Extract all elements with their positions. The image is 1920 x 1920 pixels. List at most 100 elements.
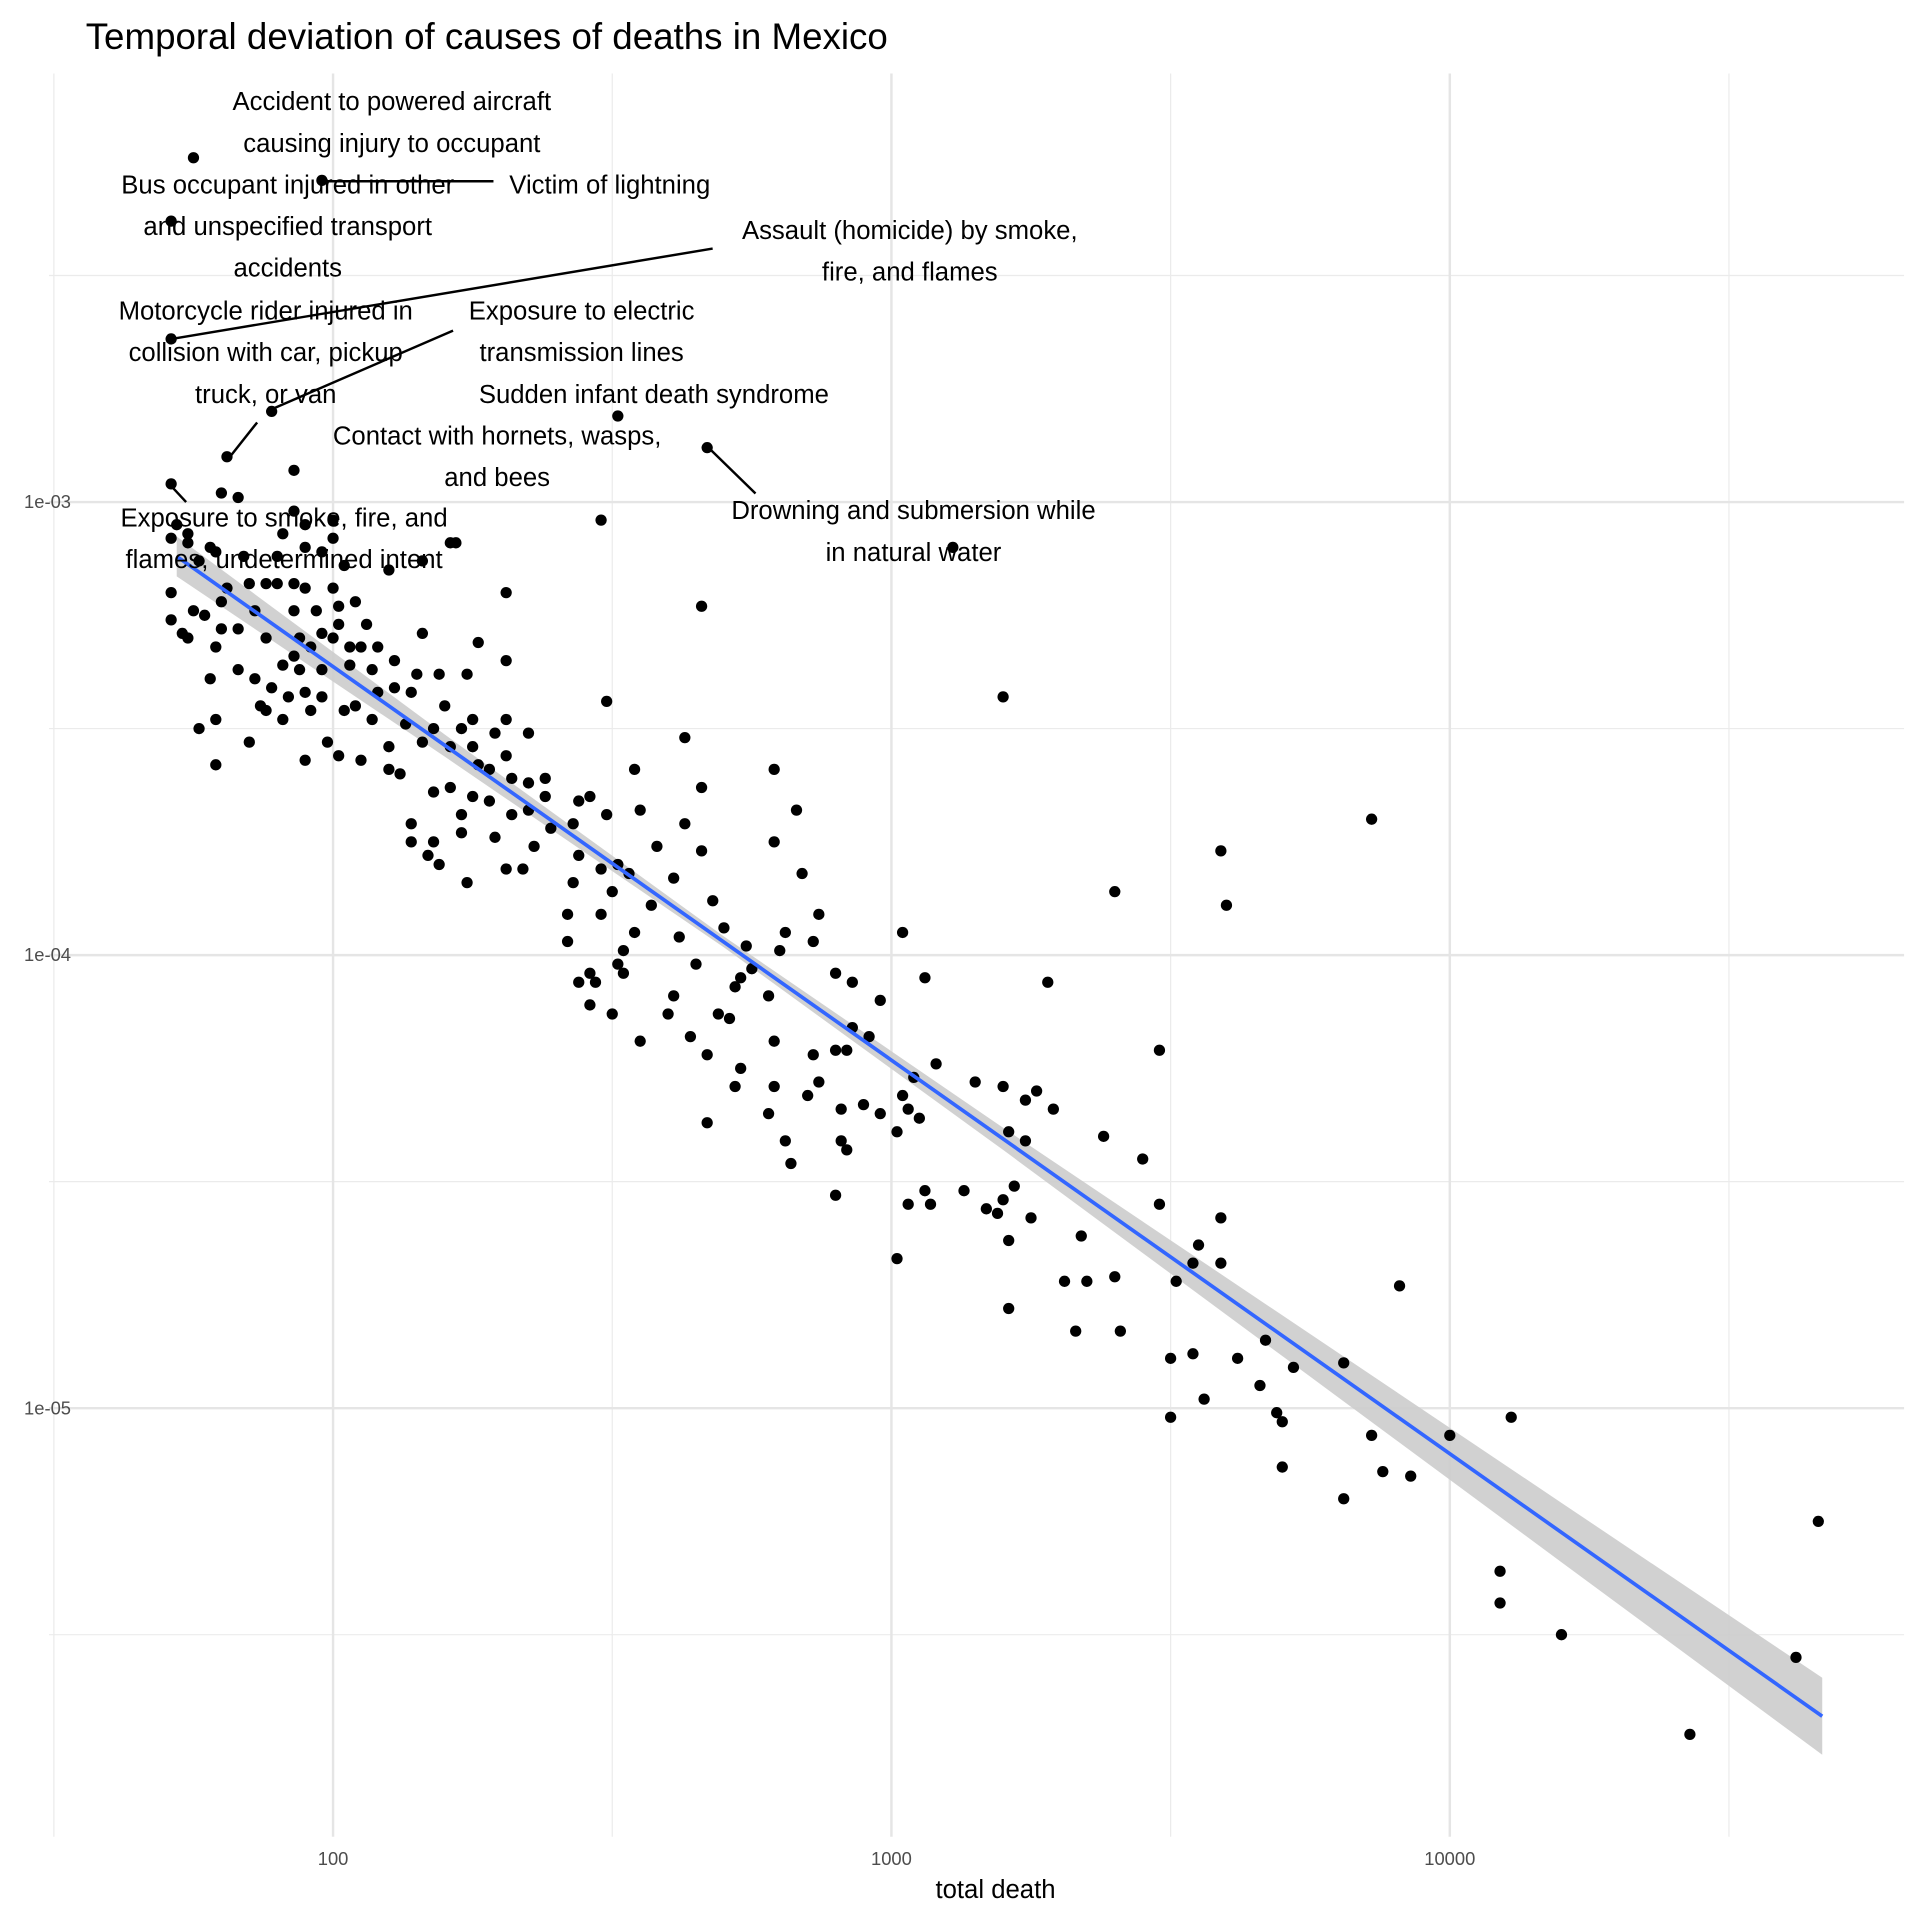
data-point bbox=[288, 464, 300, 476]
data-point bbox=[835, 1135, 847, 1147]
data-point bbox=[383, 741, 395, 753]
data-point bbox=[1215, 1257, 1227, 1269]
data-point bbox=[422, 849, 434, 862]
data-point bbox=[500, 863, 512, 875]
data-point bbox=[930, 1058, 942, 1070]
data-point bbox=[355, 641, 367, 653]
data-point bbox=[506, 772, 518, 785]
data-point bbox=[584, 790, 596, 803]
data-point bbox=[1494, 1597, 1506, 1609]
data-point bbox=[1192, 1239, 1205, 1251]
data-point bbox=[606, 1008, 618, 1020]
data-point bbox=[182, 537, 194, 549]
data-point bbox=[299, 541, 311, 553]
data-point bbox=[299, 519, 311, 531]
data-point bbox=[735, 1062, 747, 1074]
data-point bbox=[204, 673, 216, 685]
data-point bbox=[802, 1089, 814, 1102]
data-point bbox=[467, 790, 479, 803]
data-point bbox=[187, 605, 200, 617]
data-point bbox=[388, 682, 401, 694]
annotation-line: and bees bbox=[444, 464, 550, 492]
data-point bbox=[1231, 1352, 1244, 1364]
data-point bbox=[210, 641, 222, 653]
data-point bbox=[785, 1157, 797, 1170]
data-point bbox=[187, 152, 200, 164]
data-point bbox=[1081, 1275, 1093, 1287]
data-point bbox=[601, 809, 613, 821]
data-point bbox=[947, 541, 959, 553]
data-point bbox=[388, 654, 401, 667]
data-point bbox=[829, 1044, 842, 1056]
data-point bbox=[701, 1117, 713, 1129]
data-point bbox=[467, 741, 479, 753]
data-point bbox=[316, 627, 328, 640]
data-point bbox=[841, 1144, 853, 1156]
y-tick-label: 1e-05 bbox=[24, 1397, 71, 1418]
data-point bbox=[271, 577, 283, 590]
data-point bbox=[539, 790, 551, 803]
data-point bbox=[662, 1008, 674, 1020]
data-point bbox=[1019, 1094, 1032, 1106]
annotation-line: in natural water bbox=[826, 539, 1002, 567]
data-point bbox=[277, 713, 289, 726]
data-point bbox=[561, 935, 574, 948]
annotation-line: Accident to powered aircraft bbox=[233, 88, 552, 116]
annotation-line: Exposure to smoke, fire, and bbox=[120, 505, 447, 533]
data-point bbox=[327, 632, 339, 644]
data-point bbox=[232, 491, 244, 504]
data-point bbox=[1215, 1212, 1227, 1224]
data-point bbox=[433, 668, 445, 680]
data-point bbox=[1377, 1465, 1389, 1478]
data-point bbox=[316, 174, 328, 186]
data-point bbox=[338, 704, 350, 717]
data-point bbox=[997, 691, 1009, 703]
data-point bbox=[467, 713, 479, 726]
data-point bbox=[902, 1103, 914, 1115]
annotation-line: accidents bbox=[233, 255, 342, 283]
data-point bbox=[427, 722, 440, 735]
data-point bbox=[1153, 1044, 1166, 1056]
data-point bbox=[455, 827, 468, 839]
data-point bbox=[829, 1189, 842, 1201]
annotation-line: Bus occupant injured in other bbox=[121, 171, 454, 199]
data-point bbox=[489, 831, 501, 843]
data-point bbox=[1287, 1361, 1300, 1374]
data-point bbox=[695, 781, 708, 794]
data-point bbox=[902, 1198, 914, 1210]
data-point bbox=[651, 840, 663, 853]
data-point bbox=[277, 659, 289, 671]
data-point bbox=[455, 722, 468, 735]
data-point bbox=[360, 618, 373, 630]
data-point bbox=[288, 605, 300, 617]
annotation-line: and unspecified transport bbox=[143, 213, 432, 241]
data-point bbox=[1025, 1212, 1037, 1224]
data-point bbox=[584, 999, 596, 1011]
annotation-label: Drowning and submersion while in natural … bbox=[731, 497, 1095, 567]
data-point bbox=[1494, 1565, 1506, 1577]
annotation-label: Sudden infant death syndrome bbox=[479, 381, 829, 409]
data-point bbox=[288, 650, 300, 662]
annotation-line: Drowning and submersion while bbox=[731, 497, 1095, 525]
data-point bbox=[461, 876, 473, 889]
data-point bbox=[874, 994, 886, 1007]
annotation-label: Motorcycle rider injured in collision wit… bbox=[119, 298, 413, 409]
data-point bbox=[857, 1098, 870, 1111]
annotation-label: Victim of lightning bbox=[509, 171, 710, 199]
data-point bbox=[288, 505, 300, 517]
data-point bbox=[790, 804, 803, 816]
annotation-segment bbox=[228, 421, 259, 459]
grid bbox=[48, 73, 1905, 1837]
data-point bbox=[1276, 1461, 1288, 1473]
annotations-layer: Accident to powered aircraft causing inju… bbox=[119, 88, 1096, 574]
data-point bbox=[522, 777, 535, 789]
data-point bbox=[243, 736, 255, 748]
fit-line bbox=[175, 554, 1824, 1718]
data-point bbox=[813, 1076, 825, 1088]
data-point bbox=[846, 976, 858, 988]
data-point bbox=[199, 609, 211, 621]
data-point bbox=[210, 713, 222, 726]
data-point bbox=[427, 836, 440, 848]
data-point bbox=[1812, 1515, 1824, 1528]
data-point bbox=[204, 541, 216, 553]
